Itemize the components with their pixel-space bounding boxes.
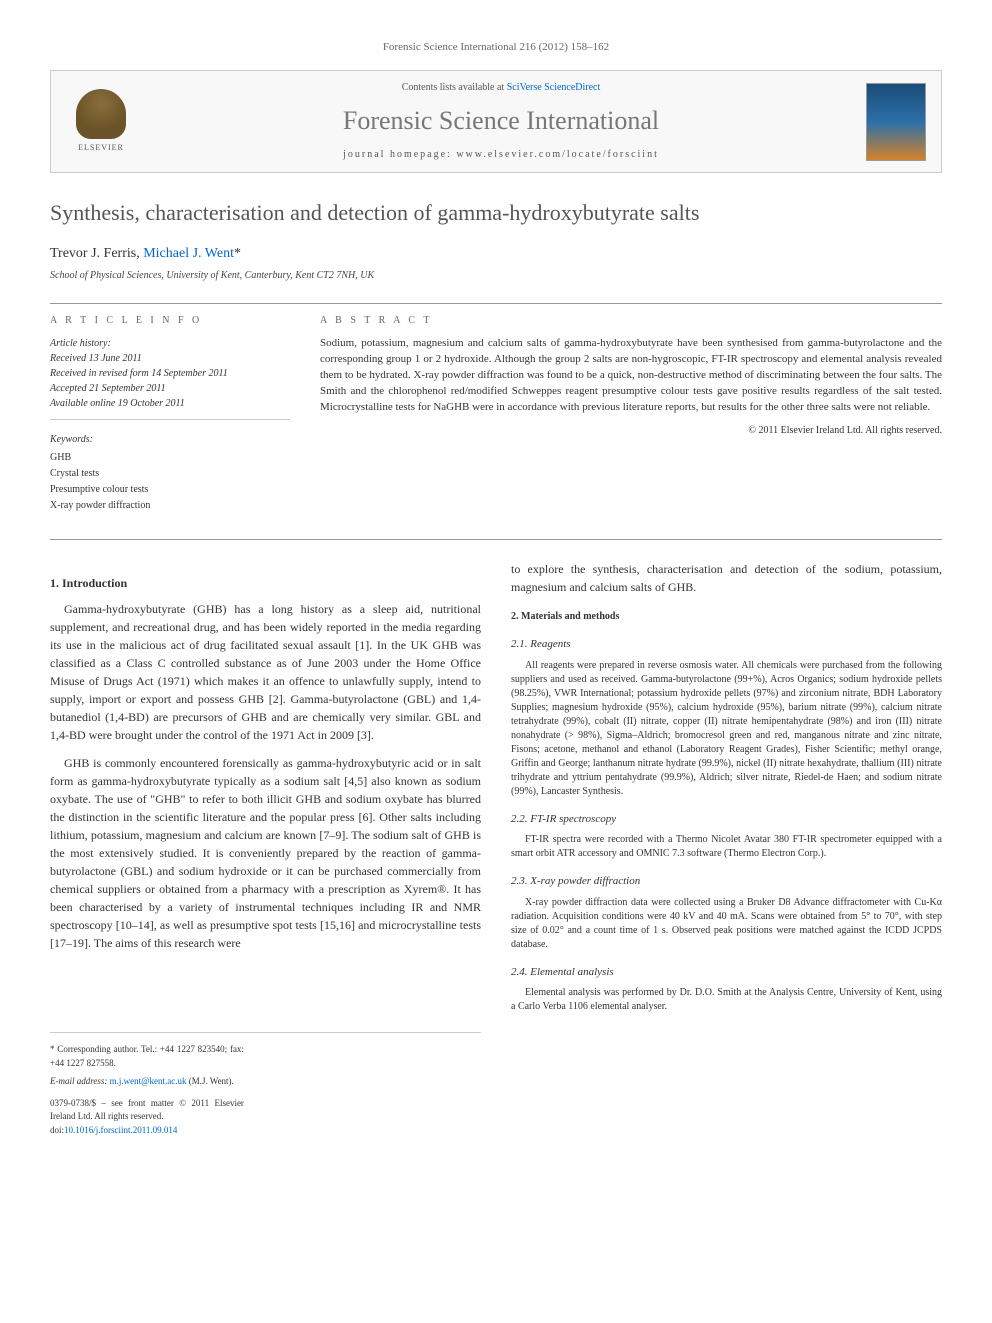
elsevier-tree-icon <box>76 89 126 139</box>
introduction-heading: 1. Introduction <box>50 574 481 592</box>
abstract-text: Sodium, potassium, magnesium and calcium… <box>320 336 942 416</box>
intro-paragraph-2: GHB is commonly encountered forensically… <box>50 754 481 952</box>
email-link[interactable]: m.j.went@kent.ac.uk <box>110 1076 187 1086</box>
article-info-heading: A R T I C L E I N F O <box>50 314 290 328</box>
journal-name: Forensic Science International <box>136 103 866 139</box>
page-container: Forensic Science International 216 (2012… <box>0 0 992 1177</box>
ftir-heading: 2.2. FT-IR spectroscopy <box>511 811 942 828</box>
body-two-column: 1. Introduction Gamma-hydroxybutyrate (G… <box>50 560 942 1137</box>
intro-paragraph-2-continued: to explore the synthesis, characterisati… <box>511 560 942 596</box>
abstract-copyright: © 2011 Elsevier Ireland Ltd. All rights … <box>320 424 942 438</box>
keyword: GHB <box>50 452 71 463</box>
elsevier-logo: ELSEVIER <box>66 84 136 159</box>
keyword: Crystal tests <box>50 468 99 479</box>
received-date: Received 13 June 2011 <box>50 353 142 364</box>
page-footer: * Corresponding author. Tel.: +44 1227 8… <box>50 1032 481 1137</box>
left-column: 1. Introduction Gamma-hydroxybutyrate (G… <box>50 560 481 1137</box>
elemental-analysis-heading: 2.4. Elemental analysis <box>511 964 942 981</box>
reagents-text: All reagents were prepared in reverse os… <box>511 659 942 799</box>
keywords-label: Keywords: <box>50 432 290 448</box>
revised-date: Received in revised form 14 September 20… <box>50 368 228 379</box>
doi-label: doi: <box>50 1125 64 1135</box>
contents-available-line: Contents lists available at SciVerse Sci… <box>136 81 866 95</box>
footer-left: * Corresponding author. Tel.: +44 1227 8… <box>50 1043 244 1137</box>
corresponding-author-link[interactable]: Michael J. Went <box>143 246 234 261</box>
journal-header-center: Contents lists available at SciVerse Sci… <box>136 81 866 161</box>
journal-cover-thumbnail <box>866 83 926 161</box>
issn-line: 0379-0738/$ – see front matter © 2011 El… <box>50 1097 244 1124</box>
doi-line: doi:10.1016/j.forsciint.2011.09.014 <box>50 1124 244 1138</box>
elemental-analysis-text: Elemental analysis was performed by Dr. … <box>511 986 942 1014</box>
materials-methods-heading: 2. Materials and methods <box>511 610 942 624</box>
article-history-block: Article history: Received 13 June 2011 R… <box>50 336 290 420</box>
divider <box>50 539 942 540</box>
contents-prefix: Contents lists available at <box>402 82 507 93</box>
homepage-url: www.elsevier.com/locate/forsciint <box>456 149 659 160</box>
elsevier-logo-text: ELSEVIER <box>78 142 124 153</box>
email-line: E-mail address: m.j.went@kent.ac.uk (M.J… <box>50 1075 244 1089</box>
corresp-mark: * <box>234 246 241 261</box>
running-header: Forensic Science International 216 (2012… <box>50 40 942 55</box>
article-info-column: A R T I C L E I N F O Article history: R… <box>50 314 290 514</box>
affiliation: School of Physical Sciences, University … <box>50 269 942 283</box>
accepted-date: Accepted 21 September 2011 <box>50 383 166 394</box>
sciencedirect-link[interactable]: SciVerse ScienceDirect <box>507 82 601 93</box>
right-column: to explore the synthesis, characterisati… <box>511 560 942 1137</box>
intro-paragraph-1: Gamma-hydroxybutyrate (GHB) has a long h… <box>50 600 481 744</box>
info-abstract-row: A R T I C L E I N F O Article history: R… <box>50 314 942 514</box>
abstract-heading: A B S T R A C T <box>320 314 942 328</box>
history-label: Article history: <box>50 338 111 349</box>
citation-text: Forensic Science International 216 (2012… <box>383 41 609 53</box>
keywords-block: Keywords: GHB Crystal tests Presumptive … <box>50 432 290 514</box>
journal-homepage-line: journal homepage: www.elsevier.com/locat… <box>136 148 866 162</box>
homepage-prefix: journal homepage: <box>343 149 456 160</box>
authors-line: Trevor J. Ferris, Michael J. Went* <box>50 244 942 264</box>
email-suffix: (M.J. Went). <box>186 1076 233 1086</box>
xrd-heading: 2.3. X-ray powder diffraction <box>511 873 942 890</box>
keyword: X-ray powder diffraction <box>50 500 150 511</box>
divider <box>50 303 942 304</box>
abstract-column: A B S T R A C T Sodium, potassium, magne… <box>320 314 942 514</box>
reagents-heading: 2.1. Reagents <box>511 636 942 653</box>
journal-header-box: ELSEVIER Contents lists available at Sci… <box>50 70 942 172</box>
online-date: Available online 19 October 2011 <box>50 398 185 409</box>
email-label: E-mail address: <box>50 1076 110 1086</box>
keyword: Presumptive colour tests <box>50 484 148 495</box>
article-title: Synthesis, characterisation and detectio… <box>50 198 942 229</box>
ftir-text: FT-IR spectra were recorded with a Therm… <box>511 833 942 861</box>
doi-link[interactable]: 10.1016/j.forsciint.2011.09.014 <box>64 1125 177 1135</box>
author-name: Trevor J. Ferris, <box>50 246 143 261</box>
corresponding-author-note: * Corresponding author. Tel.: +44 1227 8… <box>50 1043 244 1070</box>
xrd-text: X-ray powder diffraction data were colle… <box>511 896 942 952</box>
